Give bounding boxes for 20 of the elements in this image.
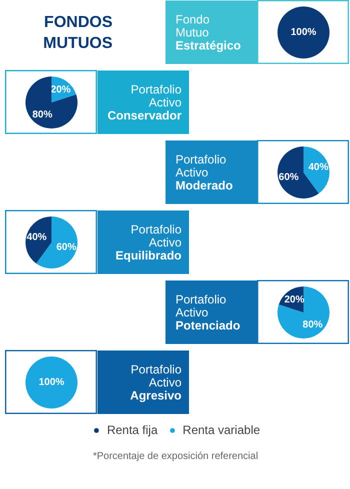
text: Portafolio Activo Equilibrado [116,222,182,262]
text: Portafolio Activo Moderado [176,152,233,192]
data-label: 100% [290,27,316,38]
data-label: 40% [26,232,47,244]
text: Portafolio Activo Agresivo [130,362,182,402]
legend-label: Renta fija [106,423,158,437]
data-label: 80% [302,320,323,331]
text: Fondo Mutuo Estratégico [176,12,241,52]
data-label: 40% [308,162,328,174]
data-label: 20% [284,294,304,306]
text: Portafolio Activo Potenciado [176,292,240,332]
text: Portafolio Activo Conservador [107,82,182,122]
text: FONDOS MUTUOS [43,14,113,52]
data-label: 60% [278,172,299,183]
data-label: 20% [50,84,71,96]
legend-label: Renta variable [182,423,260,437]
text: *Porcentaje de exposición referencial [92,451,258,462]
data-label: 100% [38,377,64,388]
data-label: 80% [32,110,52,121]
data-label: 60% [56,242,76,253]
